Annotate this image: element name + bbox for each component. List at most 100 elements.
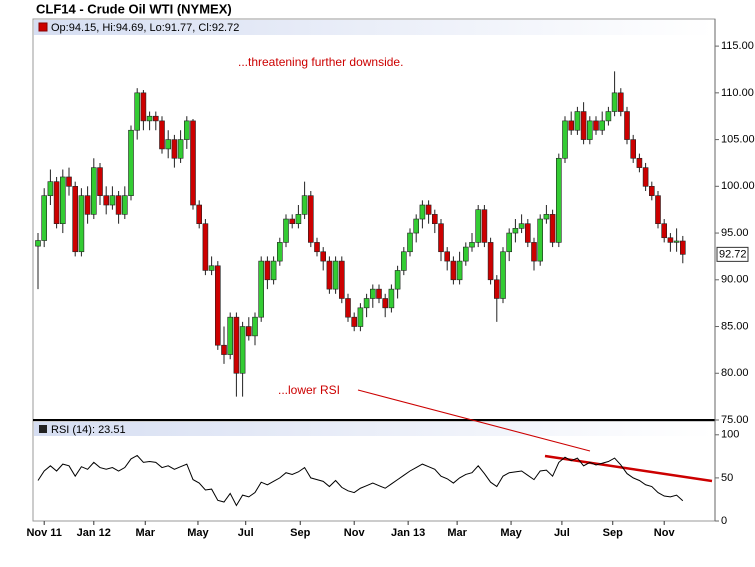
chart-title: CLF14 - Crude Oil WTI (NYMEX) [36,1,232,16]
price-header [34,20,714,35]
y-tick-label: 115.00 [721,40,754,52]
candle-body [165,139,171,150]
candle-body [41,195,48,241]
candle-body [47,181,54,196]
candle-body [611,92,618,112]
y-tick-label: 95.00 [721,227,749,239]
candle-body [78,195,85,253]
candle-body [215,265,221,346]
x-tick-label: Nov [344,527,366,539]
candle-body [456,260,463,281]
candle-body [431,214,438,225]
candle-body [177,139,184,159]
candle-body [593,120,599,131]
candle-body [667,237,674,243]
candle-body [599,120,606,131]
candle-body [648,186,655,196]
candle-body [190,120,196,206]
candle-body [208,265,215,271]
legend-label: RSI (14): 23.51 [51,424,126,436]
candle-body [376,288,382,299]
candle-body [252,316,258,337]
candle-body [314,242,320,253]
candle-body [258,260,265,318]
y-tick-label: 75.00 [721,414,749,426]
candle-body [202,223,209,271]
x-tick-label: Nov [654,527,676,539]
rsi-header [34,422,714,436]
candle-body [568,120,575,131]
candle-body [301,195,308,215]
candle-body [140,92,147,122]
candle-body [233,316,240,374]
candle-body [549,214,556,243]
price-pane [32,18,716,421]
annotation: ...threatening further downside. [238,55,403,69]
candle-body [407,232,413,253]
candle-body [351,316,358,327]
candle-body [345,298,351,318]
candle-body [84,195,91,215]
annotation: ...lower RSI [278,383,340,397]
y-tick-label: 85.00 [721,320,749,332]
x-tick-label: Jul [554,527,570,539]
candle-body [184,120,190,140]
candle-body [679,240,686,255]
candle-body [227,316,233,355]
candle-body [444,251,451,262]
candle-body [109,195,116,206]
candle-body [320,251,327,262]
candle-body [630,139,637,159]
candle-body [134,92,140,131]
candle-body [506,232,513,253]
candle-body [661,223,668,239]
candle-body [586,120,593,140]
candle-body [400,251,407,271]
candle-body [438,223,444,253]
x-tick-label: Jul [238,527,254,539]
candle-body [103,195,109,206]
candle-body [394,270,401,290]
candle-body [246,326,252,337]
y-tick-label: 105.00 [721,133,755,145]
candle-body [574,111,581,131]
x-tick-label: Mar [135,527,155,539]
candle-body [673,240,680,243]
x-tick-label: Jan 12 [77,527,111,539]
candle-body [537,218,544,262]
last-price-label: 92.72 [719,248,747,260]
candle-body [97,167,103,196]
x-tick-label: Jan 13 [391,527,425,539]
candle-body [159,120,165,150]
candle-body [357,307,364,327]
candle-body [307,195,314,243]
candle-body [72,186,78,253]
candle-body [481,209,488,243]
candle-body [605,111,612,122]
candle-body [283,218,289,243]
candle-body [363,298,370,309]
candle-body [53,181,60,225]
x-tick-label: May [500,527,522,539]
candle-body [500,251,506,299]
candle-body [171,139,178,159]
x-tick-label: Sep [603,527,623,539]
candle-body [332,260,339,290]
candle-body [419,204,426,220]
candle-body [270,260,277,281]
candle-body [369,288,376,299]
x-tick-label: Nov 11 [26,527,61,539]
last-price-box [716,246,749,262]
x-tick-label: Mar [447,527,467,539]
candle-body [35,240,41,247]
y-tick-label: 50 [721,472,733,484]
candle-body [59,176,66,225]
trendline [357,389,591,452]
candle-body [636,157,643,168]
candle-body [326,260,333,290]
y-tick-label: 80.00 [721,367,749,379]
rsi-line [37,454,684,507]
candle-body [469,242,475,248]
legend-label: Op:94.15, Hi:94.69, Lo:91.77, Cl:92.72 [51,22,239,34]
